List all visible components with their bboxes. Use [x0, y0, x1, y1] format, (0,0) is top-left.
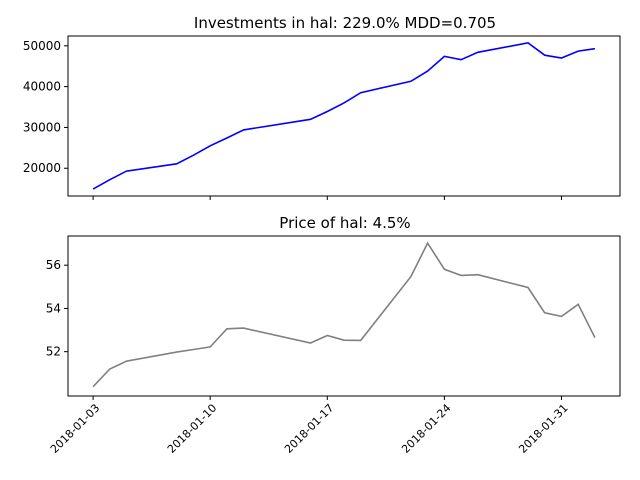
xtick-label: 2018-01-31	[516, 402, 570, 456]
price-x-axis: 2018-01-03 2018-01-10 2018-01-17 2018-01-24…	[48, 396, 571, 456]
price-title: Price of hal: 4.5%	[279, 214, 410, 232]
price-plot-area	[67, 235, 621, 397]
investments-ytick-label: 40000	[23, 80, 61, 94]
xtick-label: 2018-01-24	[399, 402, 453, 456]
investments-plot-area	[67, 35, 621, 197]
investments-ytick-label: 30000	[23, 120, 61, 134]
price-ytick-label: 54	[46, 301, 61, 315]
investments-panel: Investments in hal: 229.0% MDD=0.705 200…	[23, 14, 621, 200]
xtick-label: 2018-01-17	[282, 402, 336, 456]
investments-title: Investments in hal: 229.0% MDD=0.705	[194, 14, 496, 32]
price-y-axis: 52 54 56	[46, 258, 68, 359]
xtick-label: 2018-01-03	[48, 402, 102, 456]
price-series-line	[92, 241, 596, 388]
investments-x-axis	[92, 196, 562, 200]
investments-ytick-label: 50000	[23, 39, 61, 53]
xtick-label: 2018-01-10	[165, 402, 219, 456]
investments-y-axis: 20000 30000 40000 50000	[23, 39, 68, 175]
price-ytick-label: 52	[46, 345, 61, 359]
investments-series-line	[92, 42, 596, 190]
price-ytick-label: 56	[46, 258, 61, 272]
investments-ytick-label: 20000	[23, 161, 61, 175]
